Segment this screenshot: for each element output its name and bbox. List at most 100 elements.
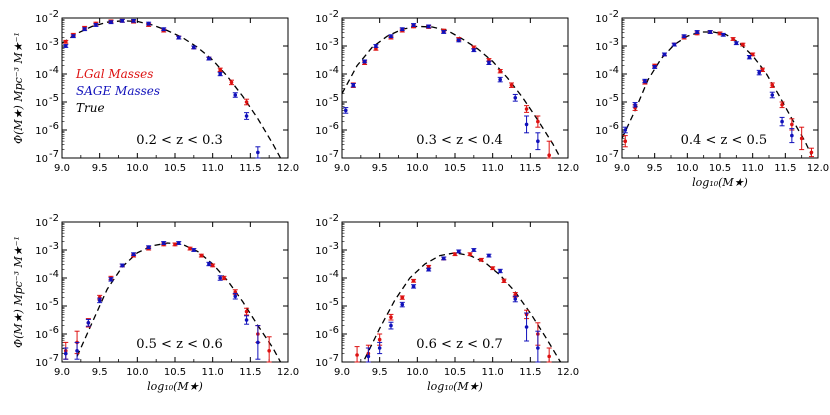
sage-point — [192, 45, 196, 50]
sage-point — [207, 262, 211, 266]
y-tick-exponent: -5 — [329, 297, 339, 308]
x-tick-label: 9.0 — [614, 163, 630, 174]
sage-point — [362, 59, 367, 64]
sage-point — [256, 340, 260, 345]
y-tick-label: 10 — [35, 218, 48, 229]
sage-point — [218, 72, 222, 76]
sage-point — [94, 23, 98, 27]
y-tick-label: 10 — [315, 70, 328, 81]
x-tick-label: 9.5 — [92, 163, 108, 174]
panel-3: 9.0 9.5 10.0 10.5 11.0 11.5 12.010-210-310-410… — [595, 9, 829, 189]
legend-lgal: LGal Masses — [75, 67, 153, 81]
sage-point — [708, 30, 712, 34]
y-tick-label: 10 — [35, 154, 48, 165]
sage-point — [513, 96, 518, 100]
x-tick-label: 10.0 — [676, 163, 698, 174]
lgal-point — [210, 263, 215, 268]
sage-point — [120, 19, 125, 23]
x-tick-label: 10.5 — [164, 163, 186, 174]
sage-point — [790, 133, 794, 138]
lgal-point — [524, 107, 529, 111]
lgal-point — [731, 37, 735, 41]
y-tick-label: 10 — [595, 154, 608, 165]
sage-point — [747, 55, 752, 59]
y-tick-exponent: -3 — [49, 241, 59, 252]
legend: LGal Masses SAGE Masses True — [75, 67, 160, 115]
x-tick-label: 10.5 — [444, 163, 466, 174]
x-tick-label: 11.5 — [239, 163, 261, 174]
x-tick-label: 9.0 — [334, 367, 350, 378]
sage-point — [411, 23, 416, 27]
x-tick-label: 9.5 — [372, 163, 388, 174]
y-tick-exponent: -4 — [329, 65, 339, 76]
y-tick-exponent: -4 — [49, 65, 59, 76]
lgal-point — [479, 258, 484, 262]
lgal-point — [222, 276, 226, 280]
y-tick-label: 10 — [315, 274, 328, 285]
lgal-point — [173, 242, 177, 247]
sage-point — [695, 30, 699, 34]
sage-point — [120, 263, 125, 268]
lgal-point — [780, 103, 784, 107]
lgal-point — [770, 83, 775, 87]
sage-point — [244, 114, 249, 118]
x-tick-label: 11.5 — [519, 367, 541, 378]
y-axis-label: Φ(M★) Mpc⁻³ M★⁻¹ — [12, 236, 25, 348]
x-tick-label: 9.0 — [334, 163, 350, 174]
y-tick-exponent: -2 — [49, 213, 59, 224]
sage-point — [643, 79, 647, 83]
redshift-label: 0.2 < z < 0.3 — [136, 133, 223, 148]
sage-point — [389, 34, 393, 38]
y-tick-exponent: -4 — [49, 269, 59, 280]
sage-point — [109, 20, 113, 25]
sage-point — [400, 27, 405, 32]
lgal-point — [468, 252, 472, 256]
sage-point — [63, 44, 68, 48]
x-tick-label: 11.5 — [774, 163, 796, 174]
lgal-point — [547, 153, 551, 157]
sage-point — [472, 48, 476, 52]
sage-point — [97, 298, 102, 303]
panel-2: 9.0 9.5 10.0 10.5 11.0 11.5 12.010-210-310-410… — [315, 9, 579, 174]
lgal-point — [199, 253, 204, 258]
lgal-point — [218, 68, 222, 72]
lgal-point — [411, 279, 416, 283]
x-tick-label: 12.0 — [807, 163, 829, 174]
sage-point — [161, 241, 166, 245]
y-tick-exponent: -3 — [329, 37, 339, 48]
sage-point — [770, 93, 775, 97]
legend-true: True — [76, 101, 105, 115]
y-tick-exponent: -6 — [329, 325, 339, 336]
sage-point — [456, 249, 461, 254]
y-tick-exponent: -2 — [329, 9, 339, 20]
y-tick-label: 10 — [315, 42, 328, 53]
redshift-label: 0.6 < z < 0.7 — [416, 337, 503, 352]
true-curve — [76, 242, 282, 363]
x-tick-label: 9.5 — [372, 367, 388, 378]
panel-1: 9.0 9.5 10.0 10.5 11.0 11.5 12.010-210-310-410… — [12, 9, 299, 174]
sage-point — [441, 30, 446, 34]
y-tick-label: 10 — [595, 14, 608, 25]
x-tick-label: 12.0 — [277, 163, 299, 174]
sage-point — [389, 323, 393, 328]
y-tick-exponent: -5 — [49, 297, 59, 308]
lgal-point — [229, 80, 234, 85]
x-tick-label: 10.0 — [126, 163, 148, 174]
x-axis-label: log₁₀(M★) — [692, 176, 748, 189]
lgal-point — [547, 354, 551, 359]
sage-point — [672, 42, 677, 47]
sage-point — [487, 61, 491, 65]
x-tick-label: 11.0 — [202, 163, 224, 174]
sage-point — [256, 150, 260, 155]
x-tick-label: 11.0 — [482, 367, 504, 378]
x-tick-label: 10.5 — [164, 367, 186, 378]
redshift-label: 0.5 < z < 0.6 — [136, 337, 223, 352]
lgal-point — [267, 349, 271, 353]
sage-point — [456, 38, 461, 43]
lgal-point — [498, 69, 503, 73]
sage-point — [176, 241, 181, 245]
y-tick-label: 10 — [35, 98, 48, 109]
sage-point — [146, 245, 151, 249]
sage-point — [411, 284, 416, 289]
